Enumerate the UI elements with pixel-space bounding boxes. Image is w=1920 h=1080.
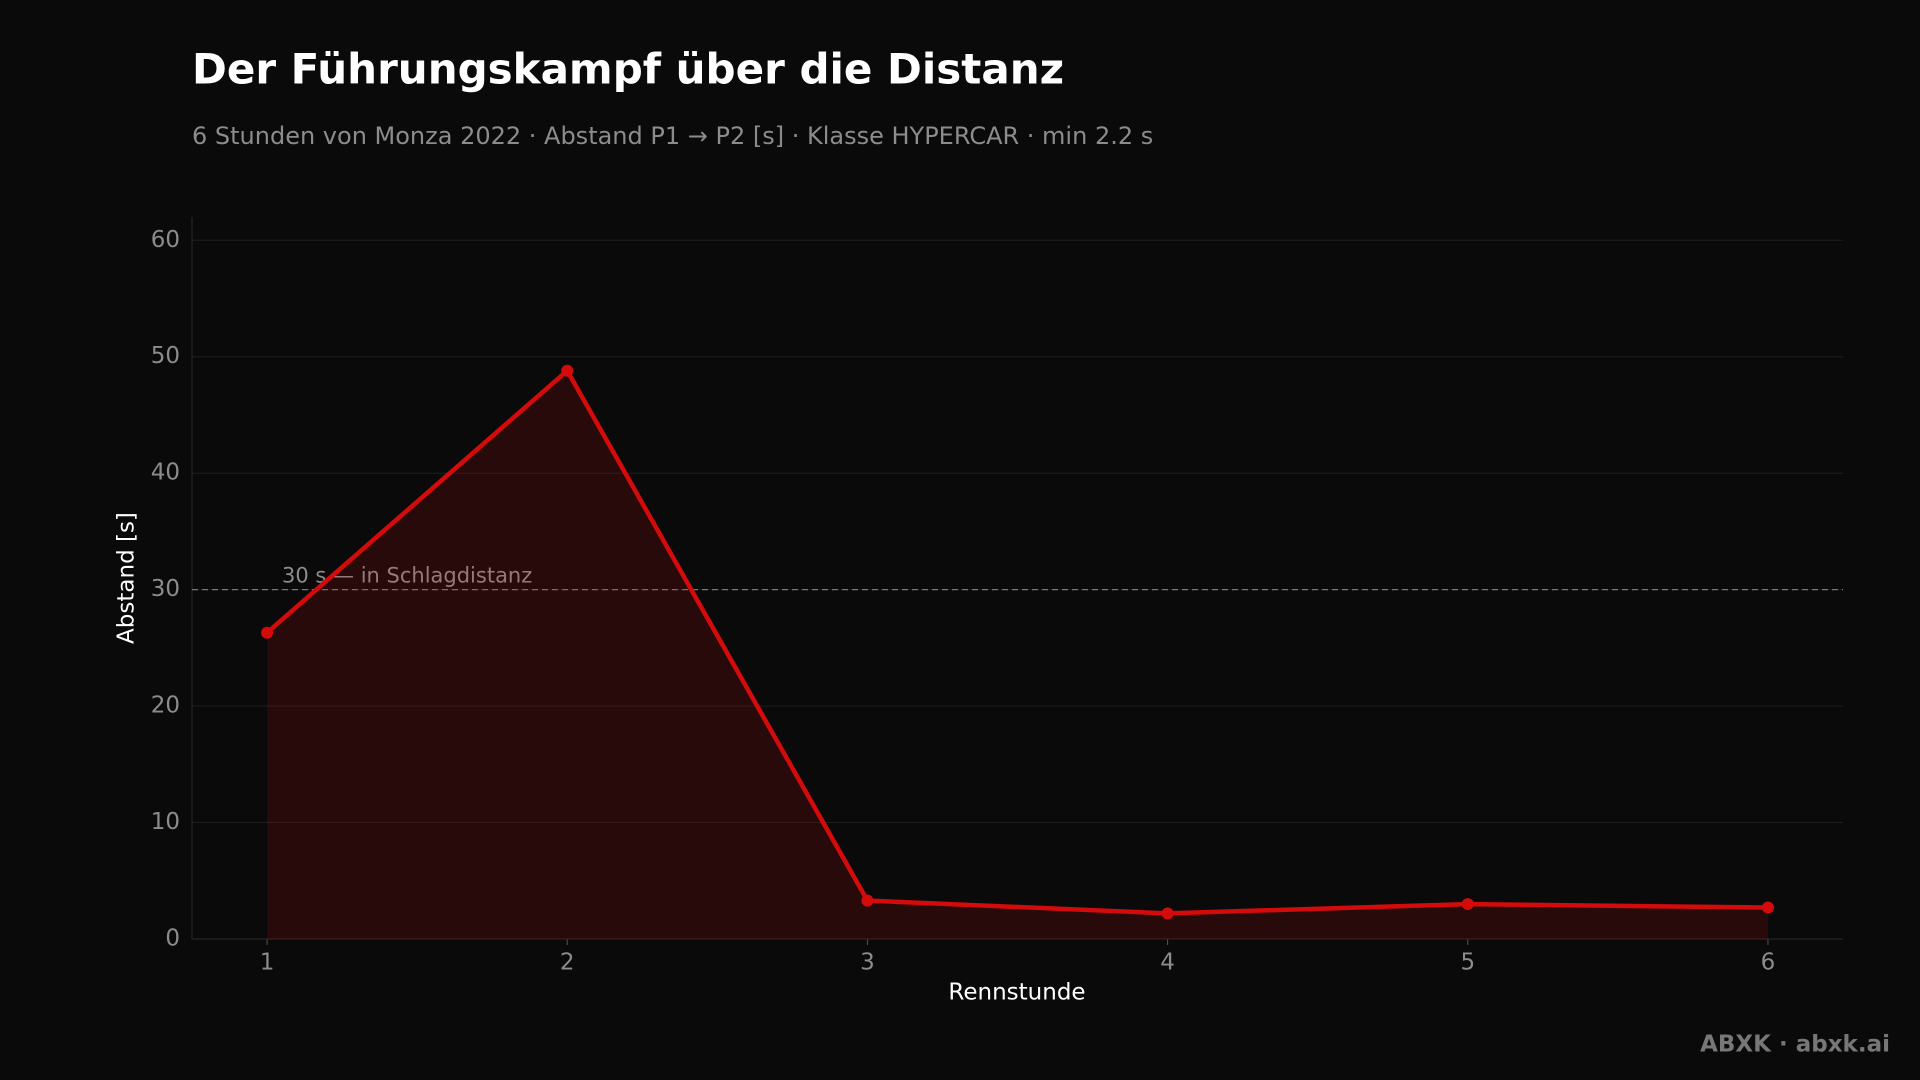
x-tick-label: 6 xyxy=(1761,950,1776,976)
point xyxy=(261,626,274,639)
point xyxy=(1161,907,1174,920)
x-tick-label: 5 xyxy=(1460,950,1475,976)
chart-title: Der Führungskampf über die Distanz xyxy=(192,45,1064,94)
x-tick-label: 3 xyxy=(860,950,875,976)
x-axis-label: Rennstunde xyxy=(948,980,1085,1006)
y-axis-label: Abstand [s] xyxy=(114,512,140,644)
x-tick-label: 4 xyxy=(1160,950,1175,976)
footer: ABXK · abxk.ai xyxy=(1700,1032,1890,1058)
x-tick-label: 2 xyxy=(560,950,575,976)
chart-subtitle: 6 Stunden von Monza 2022 · Abstand P1 → … xyxy=(192,122,1153,150)
area xyxy=(267,370,1768,939)
point xyxy=(861,894,874,907)
y-tick-label: 30 xyxy=(151,576,180,602)
y-tick-label: 20 xyxy=(151,693,180,719)
y-tick-label: 60 xyxy=(151,227,180,253)
y-tick-label: 10 xyxy=(151,809,180,835)
point xyxy=(1761,901,1774,914)
line xyxy=(265,368,1768,916)
y-tick-label: 40 xyxy=(151,460,180,486)
x-tick-label: 1 xyxy=(260,950,275,976)
point xyxy=(1461,898,1474,911)
y-tick-label: 0 xyxy=(165,926,180,952)
point xyxy=(561,364,574,377)
y-tick-label: 50 xyxy=(151,343,180,369)
